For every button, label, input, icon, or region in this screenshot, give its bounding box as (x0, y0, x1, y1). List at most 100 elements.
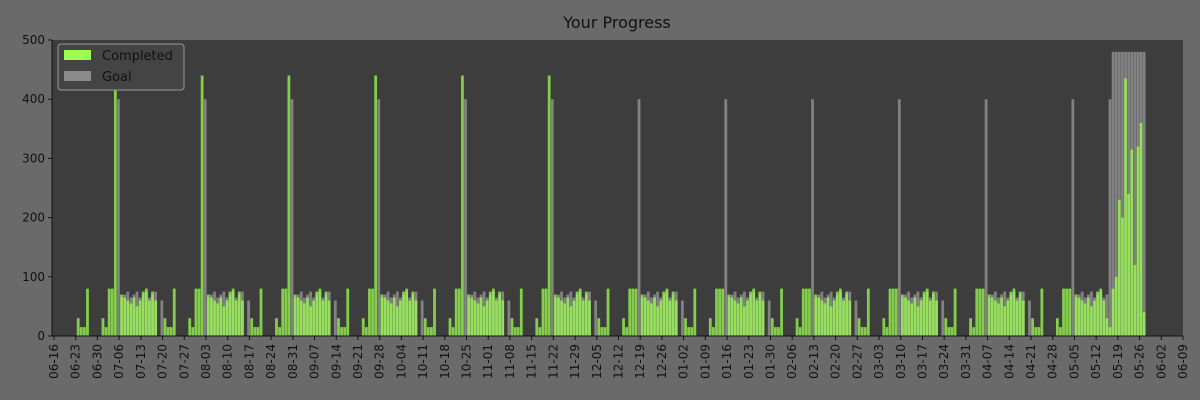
completed-bar (919, 300, 923, 336)
goal-bar (464, 99, 467, 336)
completed-bar (643, 297, 647, 336)
completed-bar (910, 303, 914, 336)
completed-bar (383, 297, 387, 336)
completed-bar (448, 318, 452, 336)
completed-bar (1105, 318, 1109, 336)
goal-bar (160, 300, 164, 336)
completed-bar (1142, 312, 1146, 336)
completed-bar (163, 318, 167, 336)
completed-bar (1018, 291, 1022, 336)
x-tick-label: 02-27 (850, 344, 864, 379)
x-tick-label: 08-31 (286, 344, 300, 379)
x-tick-label: 02-06 (785, 344, 799, 379)
x-tick-label: 05-26 (1133, 344, 1147, 379)
x-tick-label: 08-10 (221, 344, 235, 379)
x-tick-label: 11-15 (525, 344, 539, 379)
completed-bar (380, 294, 384, 336)
completed-bar (888, 288, 892, 336)
completed-bar (250, 318, 254, 336)
completed-bar (510, 318, 514, 336)
completed-bar (231, 288, 235, 336)
x-tick-label: 06-16 (47, 344, 61, 379)
completed-bar (321, 300, 325, 336)
completed-bar (216, 303, 220, 336)
completed-bar (739, 297, 743, 336)
completed-bar (953, 288, 957, 336)
completed-bar (1059, 327, 1062, 336)
completed-bar (402, 291, 405, 336)
completed-bar (79, 327, 83, 336)
completed-bar (188, 318, 192, 336)
completed-bar (1031, 318, 1034, 336)
completed-bar (866, 288, 870, 336)
completed-bar (210, 297, 213, 336)
goal-bar (724, 99, 728, 336)
completed-bar (758, 291, 762, 336)
completed-bar (721, 288, 725, 336)
completed-bar (625, 327, 629, 336)
completed-bar (141, 291, 145, 336)
completed-bar (662, 291, 666, 336)
goal-bar (117, 99, 120, 336)
completed-bar (842, 300, 845, 336)
completed-bar (650, 303, 653, 336)
completed-bar (473, 300, 477, 336)
completed-bar (1003, 306, 1007, 336)
completed-bar (1021, 300, 1025, 336)
completed-bar (755, 300, 759, 336)
completed-bar (1006, 300, 1010, 336)
completed-bar (727, 294, 731, 336)
completed-bar (241, 300, 244, 336)
completed-bar (907, 300, 911, 336)
completed-bar (997, 303, 1000, 336)
completed-bar (584, 291, 588, 336)
completed-bar (1139, 122, 1143, 336)
completed-bar (1009, 291, 1013, 336)
completed-bar (327, 300, 331, 336)
completed-bar (399, 300, 402, 336)
completed-bar (498, 291, 501, 336)
goal-bar (941, 300, 945, 336)
completed-bar (86, 288, 89, 336)
x-tick-label: 09-07 (308, 344, 322, 379)
completed-bar (312, 300, 316, 336)
completed-bar (485, 300, 489, 336)
completed-bar (947, 327, 951, 336)
completed-bar (978, 288, 982, 336)
completed-bar (944, 318, 948, 336)
completed-bar (82, 327, 86, 336)
completed-bar (228, 291, 232, 336)
goal-bar (594, 300, 598, 336)
completed-bar (281, 288, 285, 336)
completed-bar (693, 288, 697, 336)
completed-bar (278, 327, 281, 336)
completed-bar (839, 288, 842, 336)
completed-bar (389, 303, 393, 336)
completed-bar (752, 288, 756, 336)
completed-bar (120, 294, 123, 336)
goal-bar (854, 300, 858, 336)
completed-bar (832, 300, 836, 336)
completed-bar (206, 294, 210, 336)
goal-bar (333, 300, 337, 336)
y-tick-label: 500 (22, 33, 45, 47)
completed-bar (315, 291, 319, 336)
completed-bar (742, 306, 746, 336)
completed-bar (993, 300, 997, 336)
completed-bar (194, 288, 198, 336)
x-tick-label: 11-22 (546, 344, 560, 379)
x-tick-label: 01-02 (677, 344, 691, 379)
x-tick-label: 04-14 (1002, 344, 1016, 379)
completed-bar (426, 327, 430, 336)
completed-bar (665, 288, 669, 336)
goal-bar (1111, 51, 1115, 337)
goal-bar (1114, 51, 1118, 337)
completed-bar (715, 288, 718, 336)
x-tick-label: 09-14 (329, 344, 343, 379)
goal-bar (247, 300, 250, 336)
x-tick-label: 08-03 (199, 344, 213, 379)
completed-bar (560, 300, 563, 336)
completed-bar (104, 327, 108, 336)
completed-bar (154, 300, 158, 336)
completed-bar (928, 300, 932, 336)
